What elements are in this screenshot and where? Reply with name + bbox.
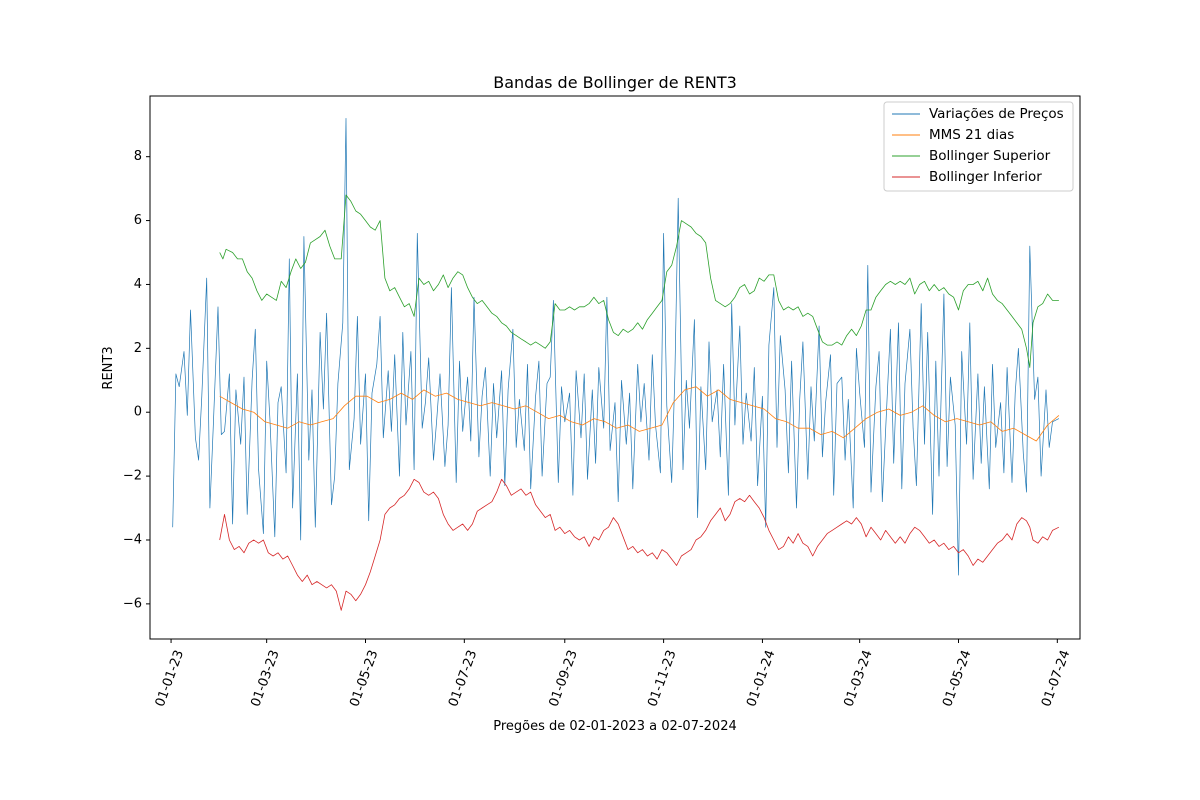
y-tick-label: −2 (123, 469, 142, 484)
legend-label: Variações de Preços (929, 106, 1064, 122)
chart-title: Bandas de Bollinger de RENT3 (493, 73, 737, 92)
series-line-3 (219, 194, 1059, 368)
series-line-1 (172, 118, 1060, 576)
legend-label: Bollinger Superior (929, 148, 1051, 164)
x-axis-title: Pregões de 02-01-2023 a 02-07-2024 (493, 719, 737, 734)
y-tick-label: 2 (134, 341, 142, 356)
series-layer (172, 118, 1060, 611)
plot-frame (149, 95, 1081, 640)
legend-label: MMS 21 dias (929, 127, 1014, 143)
y-tick-label: −4 (123, 532, 142, 547)
series-line-4 (219, 478, 1060, 611)
legend: Variações de Preços MMS 21 dias Bollinger … (883, 101, 1074, 192)
legend-box (883, 101, 1074, 192)
y-tick-label: 8 (134, 149, 142, 164)
y-tick-label: 4 (134, 277, 142, 292)
y-tick-label: −6 (123, 596, 142, 611)
y-axis-title: RENT3 (101, 346, 116, 389)
y-tick-label: 6 (134, 213, 142, 228)
y-axis: −6 −4 −2 0 2 4 6 8 (123, 149, 150, 611)
y-tick-label: 0 (134, 405, 142, 420)
legend-label: Bollinger Inferior (929, 169, 1042, 185)
series-line-2 (219, 386, 1060, 442)
